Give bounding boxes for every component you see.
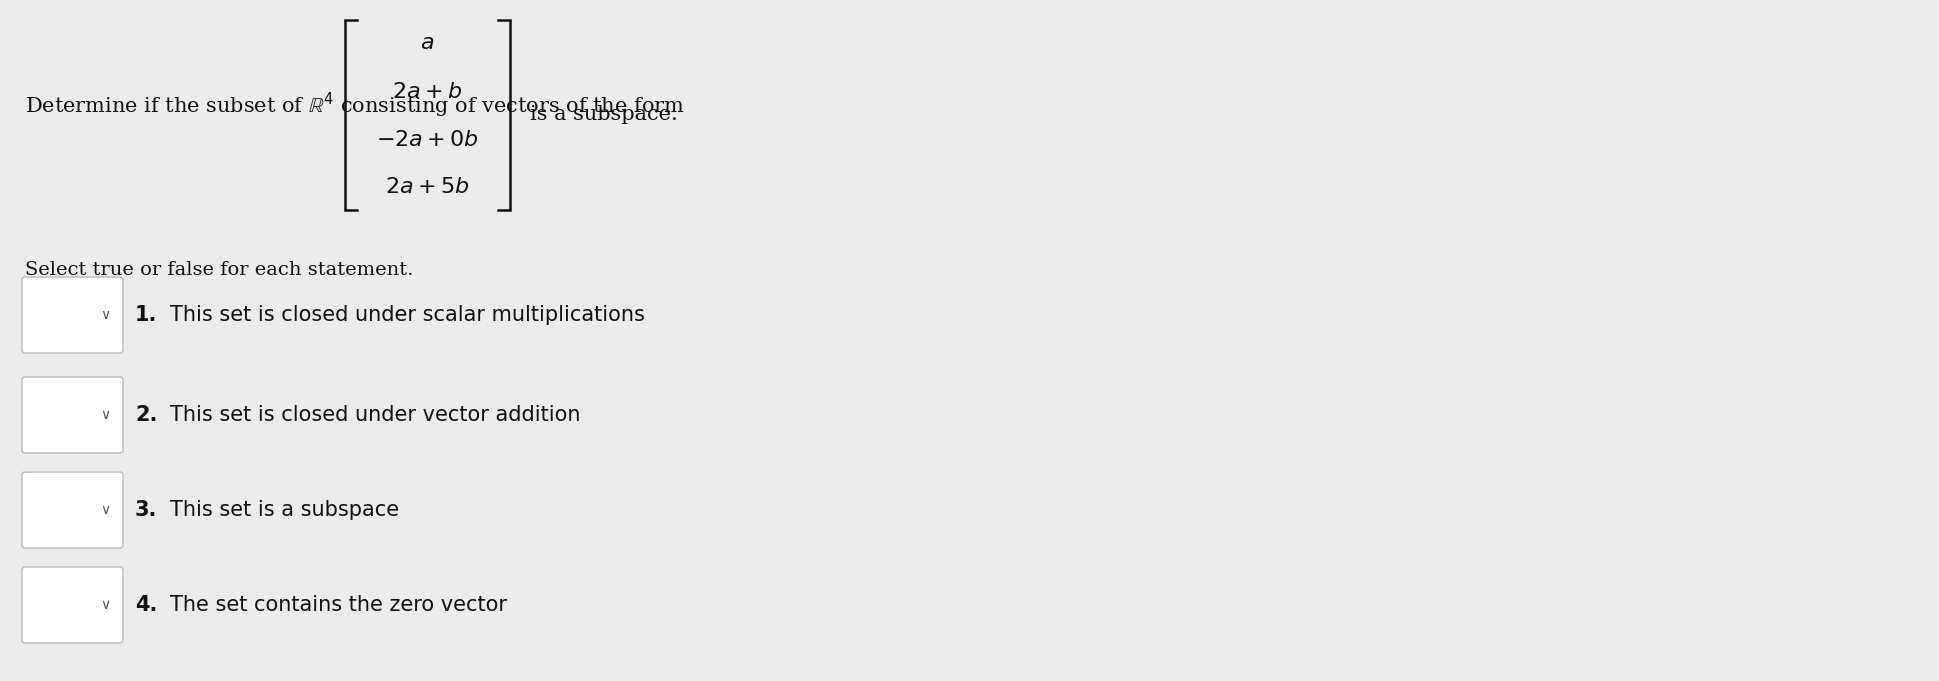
FancyBboxPatch shape <box>21 377 122 453</box>
Text: $a$: $a$ <box>421 32 434 54</box>
Text: ∨: ∨ <box>101 408 111 422</box>
Text: The set contains the zero vector: The set contains the zero vector <box>171 595 506 615</box>
Text: is a subspace.: is a subspace. <box>529 106 679 125</box>
Text: 3.: 3. <box>136 500 157 520</box>
Text: $2a+b$: $2a+b$ <box>392 81 463 104</box>
Text: This set is closed under vector addition: This set is closed under vector addition <box>171 405 580 425</box>
Text: 1.: 1. <box>136 305 157 325</box>
Text: ∨: ∨ <box>101 308 111 322</box>
FancyBboxPatch shape <box>21 277 122 353</box>
Text: 4.: 4. <box>136 595 157 615</box>
Text: $-2a+0b$: $-2a+0b$ <box>376 129 479 151</box>
FancyBboxPatch shape <box>21 567 122 643</box>
Text: Determine if the subset of $\mathbb{R}^4$ consisting of vectors of the form: Determine if the subset of $\mathbb{R}^4… <box>25 91 684 120</box>
Text: 2.: 2. <box>136 405 157 425</box>
Text: This set is closed under scalar multiplications: This set is closed under scalar multipli… <box>171 305 646 325</box>
Text: $2a+5b$: $2a+5b$ <box>386 176 469 198</box>
Text: ∨: ∨ <box>101 503 111 517</box>
FancyBboxPatch shape <box>21 472 122 548</box>
Text: ∨: ∨ <box>101 598 111 612</box>
Text: This set is a subspace: This set is a subspace <box>171 500 399 520</box>
Text: Select true or false for each statement.: Select true or false for each statement. <box>25 261 413 279</box>
